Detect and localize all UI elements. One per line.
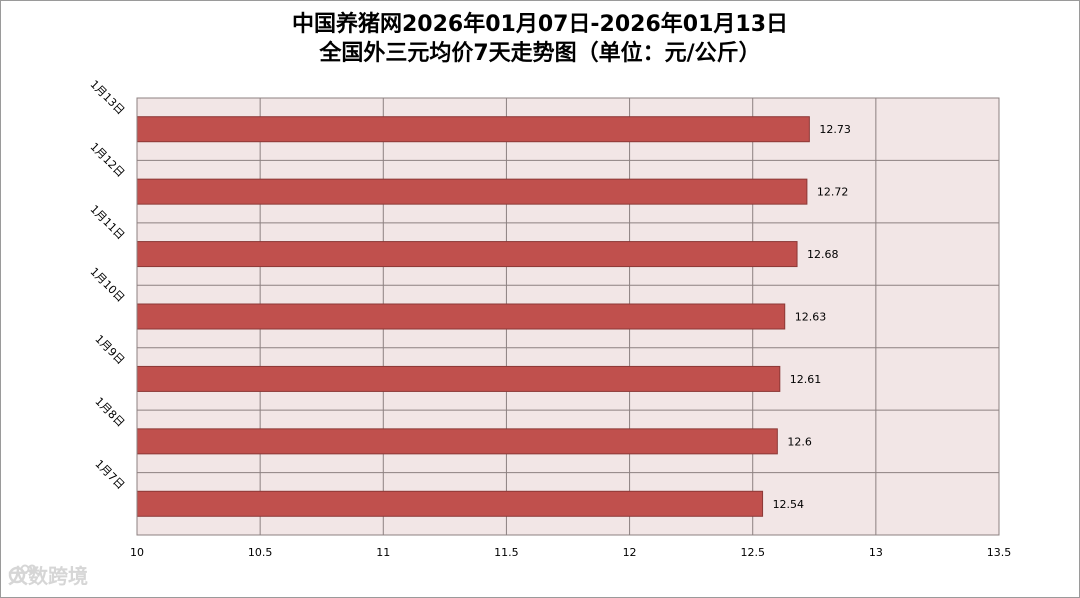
bar <box>136 116 810 143</box>
data-label: 12.6 <box>787 435 812 448</box>
plot-border <box>136 97 1000 536</box>
x-tick-label: 13 <box>869 546 883 559</box>
chart-subtitle: 全国外三元均价7天走势图（单位：元/公斤） <box>319 41 761 66</box>
bar <box>136 365 781 392</box>
x-tick-label: 13.5 <box>987 546 1012 559</box>
category-label: 1月8日 <box>92 395 127 430</box>
x-tick-label: 11.5 <box>494 546 519 559</box>
x-tick-label: 10.5 <box>248 546 273 559</box>
bar <box>136 178 808 205</box>
watermark: 大数跨境 <box>8 560 88 589</box>
chart-title: 中国养猪网2026年01月07日-2026年01月13日 <box>291 12 789 37</box>
category-label: 1月10日 <box>87 265 127 305</box>
bar <box>136 490 764 517</box>
data-label: 12.73 <box>819 123 851 136</box>
chart-title-block: 中国养猪网2026年01月07日-2026年01月13日 全国外三元均价7天走势… <box>0 10 1080 68</box>
bar <box>136 428 778 455</box>
x-tick-label: 11 <box>376 546 390 559</box>
x-tick-label: 10 <box>130 546 144 559</box>
category-label: 1月13日 <box>87 78 127 118</box>
data-label: 12.63 <box>795 311 827 324</box>
data-label: 12.72 <box>817 186 849 199</box>
category-label: 1月9日 <box>92 332 127 367</box>
category-label: 1月12日 <box>87 140 127 180</box>
x-tick-label: 12.5 <box>740 546 765 559</box>
brand-logo-icon <box>8 564 37 584</box>
bar <box>136 241 798 268</box>
x-tick-label: 12 <box>623 546 637 559</box>
data-label: 12.54 <box>773 498 805 511</box>
category-label: 1月11日 <box>87 203 127 243</box>
data-label: 12.68 <box>807 248 839 261</box>
data-label: 12.61 <box>790 373 822 386</box>
bar <box>136 303 786 330</box>
category-label: 1月7日 <box>92 457 127 492</box>
